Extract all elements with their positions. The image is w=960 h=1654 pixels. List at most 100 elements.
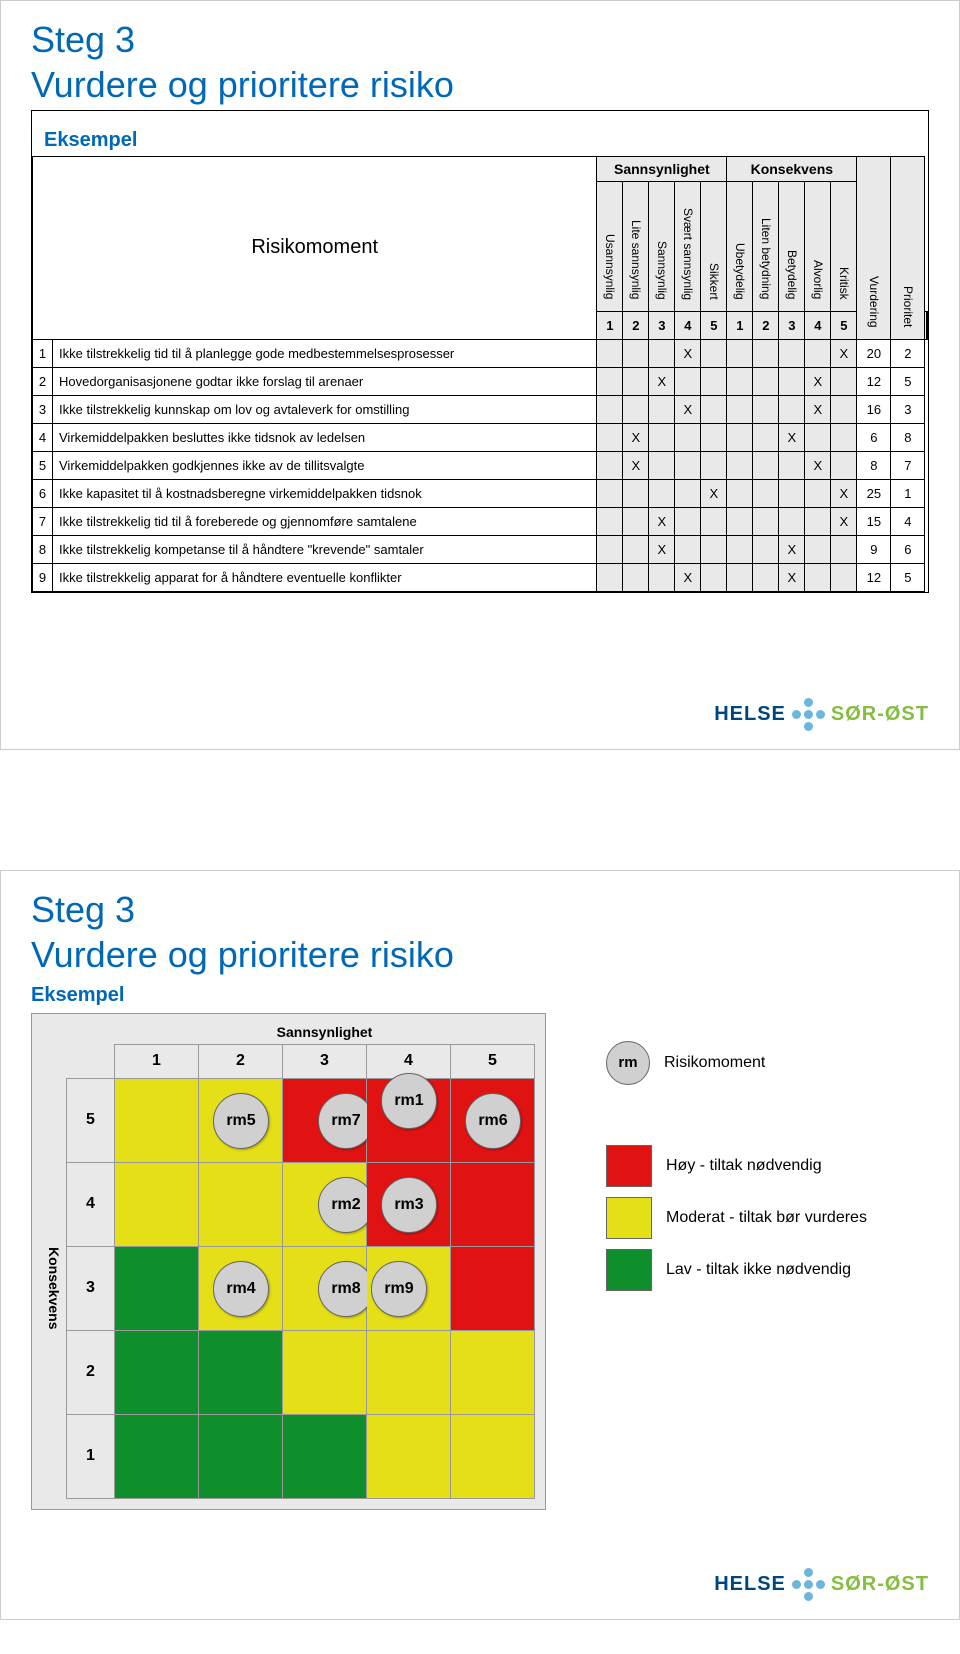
title2-line1: Steg 3	[31, 889, 929, 930]
slide-1: Steg 3 Vurdere og prioritere risiko Ekse…	[0, 0, 960, 750]
row-id: 2	[33, 367, 53, 395]
cell-k-3	[805, 563, 831, 591]
legend-row-0: Høy - tiltak nødvendig	[606, 1145, 867, 1187]
cell-s-2	[649, 563, 675, 591]
cell-s-1: X	[623, 423, 649, 451]
row-score: 9	[857, 535, 891, 563]
cell-k-4: X	[831, 479, 857, 507]
y-num-2: 3	[67, 1246, 115, 1330]
col-kons-0: Ubetydelig	[727, 181, 753, 311]
row-desc: Hovedorganisasjonene godtar ikke forslag…	[53, 367, 597, 395]
matrix-table: Sannsynlighet 12345 Konsekvens5rm5rm7rm1…	[42, 1020, 535, 1499]
cell-s-4	[701, 395, 727, 423]
numhead-a-0: 1	[597, 311, 623, 339]
risk-label-head: Risikomoment	[33, 156, 597, 339]
numhead-b-2: 3	[779, 311, 805, 339]
rm-bubble-rm9: rm9	[371, 1261, 427, 1317]
row-prio: 3	[891, 395, 925, 423]
table-row: 4Virkemiddelpakken besluttes ikke tidsno…	[33, 423, 928, 451]
matrix-cell-2-3: rm9	[367, 1246, 451, 1330]
row-prio: 5	[891, 563, 925, 591]
cell-s-0	[597, 507, 623, 535]
numhead-a-2: 3	[649, 311, 675, 339]
cell-s-3: X	[675, 395, 701, 423]
cell-k-2: X	[779, 563, 805, 591]
cell-s-1	[623, 367, 649, 395]
matrix-cell-3-2	[283, 1330, 367, 1414]
table-row: 1Ikke tilstrekkelig tid til å planlegge …	[33, 339, 928, 367]
cell-k-1	[753, 563, 779, 591]
matrix-cell-4-0	[115, 1414, 199, 1498]
example-label-2: Eksempel	[31, 984, 929, 1007]
row-score: 16	[857, 395, 891, 423]
matrix-cell-0-2: rm7	[283, 1078, 367, 1162]
cell-s-3: X	[675, 339, 701, 367]
cell-s-4	[701, 563, 727, 591]
matrix-cell-4-3	[367, 1414, 451, 1498]
rm-bubble-rm6: rm6	[465, 1093, 521, 1149]
cell-k-3: X	[805, 451, 831, 479]
cell-s-0	[597, 563, 623, 591]
cell-k-0	[727, 339, 753, 367]
rm-bubble-rm3: rm3	[381, 1177, 437, 1233]
matrix-cell-1-2: rm2	[283, 1162, 367, 1246]
cell-s-3	[675, 451, 701, 479]
logo2-dots	[792, 1568, 825, 1601]
legend-text-2: Lav - tiltak ikke nødvendig	[666, 1261, 851, 1279]
cell-k-4: X	[831, 339, 857, 367]
row-desc: Ikke tilstrekkelig apparat for å håndter…	[53, 563, 597, 591]
col-sann-2: Sannsynlig	[649, 181, 675, 311]
legend-row-2: Lav - tiltak ikke nødvendig	[606, 1249, 867, 1291]
cell-k-2	[779, 507, 805, 535]
cell-k-4	[831, 563, 857, 591]
legend-row-1: Moderat - tiltak bør vurderes	[606, 1197, 867, 1239]
legend-rm-bubble: rm	[606, 1041, 650, 1085]
row-desc: Virkemiddelpakken godkjennes ikke av de …	[53, 451, 597, 479]
row-score: 8	[857, 451, 891, 479]
cell-k-0	[727, 563, 753, 591]
row-id: 3	[33, 395, 53, 423]
matrix-cell-3-0	[115, 1330, 199, 1414]
row-prio: 7	[891, 451, 925, 479]
row-id: 9	[33, 563, 53, 591]
cell-k-0	[727, 535, 753, 563]
axis-top-label: Sannsynlighet	[115, 1020, 535, 1045]
numhead-a-3: 4	[675, 311, 701, 339]
cell-k-1	[753, 535, 779, 563]
table-row: 7Ikke tilstrekkelig tid til å foreberede…	[33, 507, 928, 535]
logo2-word1: HELSE	[714, 1573, 786, 1596]
numhead-a-4: 5	[701, 311, 727, 339]
cell-k-3	[805, 479, 831, 507]
cell-k-1	[753, 395, 779, 423]
cell-s-0	[597, 535, 623, 563]
cell-k-3	[805, 339, 831, 367]
cell-k-4	[831, 535, 857, 563]
cell-s-4: X	[701, 479, 727, 507]
logo-word2: SØR-ØST	[831, 703, 929, 726]
matrix-cell-2-4	[451, 1246, 535, 1330]
cell-k-2	[779, 339, 805, 367]
logo-dots	[792, 698, 825, 731]
matrix-cell-0-0	[115, 1078, 199, 1162]
matrix-cell-2-0	[115, 1246, 199, 1330]
col-sann-4: Sikkert	[701, 181, 727, 311]
cell-k-2	[779, 479, 805, 507]
cell-s-0	[597, 423, 623, 451]
row-id: 6	[33, 479, 53, 507]
y-num-1: 4	[67, 1162, 115, 1246]
cell-k-4	[831, 395, 857, 423]
numhead-b-0: 1	[727, 311, 753, 339]
cell-s-0	[597, 479, 623, 507]
cell-k-1	[753, 423, 779, 451]
logo-2: HELSE SØR-ØST	[714, 1568, 929, 1601]
matrix-cell-1-0	[115, 1162, 199, 1246]
col-prioritet: Prioritet	[891, 156, 925, 339]
cell-s-2: X	[649, 535, 675, 563]
cell-k-2	[779, 395, 805, 423]
row-score: 15	[857, 507, 891, 535]
row-prio: 6	[891, 535, 925, 563]
col-sann-3: Svært sannsynlig	[675, 181, 701, 311]
cell-k-0	[727, 507, 753, 535]
cell-s-3	[675, 507, 701, 535]
title-line1: Steg 3	[31, 19, 929, 60]
